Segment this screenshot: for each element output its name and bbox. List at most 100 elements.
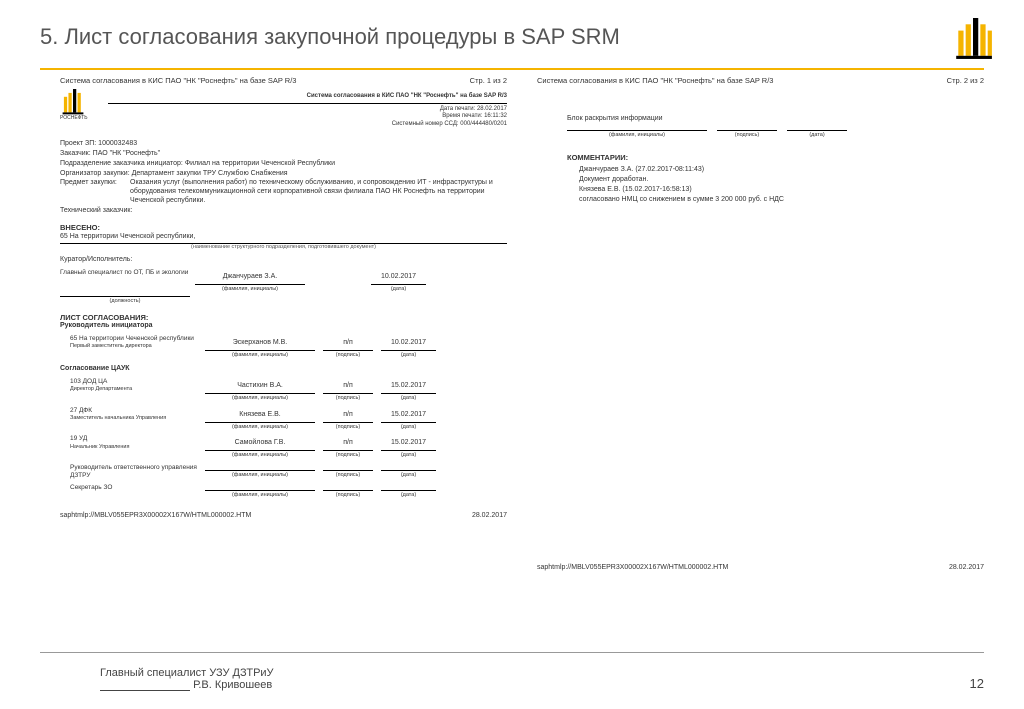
sig-sign-sub: (подпись): [323, 470, 373, 479]
approval-role: Первый заместитель директора: [70, 343, 205, 350]
vneseno-text: 65 На территории Чеченской республики,: [60, 233, 507, 242]
time-print-label: Время печати:: [442, 113, 482, 119]
approval-date: 15.02.2017: [381, 411, 436, 420]
approval-row: 19 УДНачальник УправленияСамойлова Г.В. п…: [70, 435, 507, 460]
sig-name-sub: (фамилия, инициалы): [205, 490, 315, 499]
curator-label: Куратор/Исполнитель:: [60, 256, 507, 265]
sig-sign-sub: (подпись): [323, 393, 373, 402]
sig-date-sub: (дата): [381, 393, 436, 402]
approval-sign: п/п: [323, 339, 373, 348]
footer-date-2: 28.02.2017: [949, 564, 984, 573]
approval-sign: п/п: [323, 382, 373, 391]
approval-name: Частихин В.А.: [205, 382, 315, 391]
footer-path-1: saphtmlp://MBLV055EPR3X00002X167W/HTML00…: [60, 512, 251, 521]
approval-role: Начальник Управления: [70, 444, 205, 451]
doc-header-title: Система согласования в КИС ПАО "НК "Росн…: [108, 93, 507, 101]
approval-row: 27 ДФКЗаместитель начальника УправленияК…: [70, 407, 507, 432]
sig-sign-sub: (подпись): [323, 422, 373, 431]
approval-unit: 27 ДФК: [70, 407, 205, 415]
sig-name-sub: (фамилия, инициалы): [205, 470, 315, 479]
p2-date-label: (дата): [787, 130, 847, 139]
footer-path-2: saphtmlp://MBLV055EPR3X00002X167W/HTML00…: [537, 564, 728, 573]
approval-date: 15.02.2017: [381, 439, 436, 448]
division-value: Филиал на территории Чеченской Республик…: [185, 160, 335, 167]
approval-unit: 19 УД: [70, 435, 205, 443]
sig-position-label: (должность): [60, 296, 190, 305]
initiator-head: Руководитель инициатора: [60, 322, 507, 331]
approval-name: Князева Е.В.: [205, 411, 315, 420]
subject-value: Оказания услуг (выполнения работ) по тех…: [130, 179, 507, 205]
system-line: Система согласования в КИС ПАО "НК "Росн…: [60, 76, 296, 85]
author-role: Главный специалист УЗУ ДЗТРиУ: [100, 667, 274, 679]
approval-row: Секретарь ЗО(фамилия, инициалы) (подпись)…: [70, 484, 507, 500]
author-name: Р.В. Кривошеев: [193, 679, 272, 691]
footer-date-1: 28.02.2017: [472, 512, 507, 521]
sig-name-sub: (фамилия, инициалы): [205, 422, 315, 431]
approval-role: Директор Департамента: [70, 386, 205, 393]
sysnum-label: Системный номер ССД:: [392, 121, 459, 127]
sig-date-sub: (дата): [381, 490, 436, 499]
comment-line: Документ доработан.: [579, 176, 984, 185]
slide-title: 5. Лист согласования закупочной процедур…: [40, 24, 984, 50]
comment-line: согласовано НМЦ со снижением в сумме 3 2…: [579, 196, 984, 205]
approval-unit: 65 На территории Чеченской республики: [70, 335, 205, 343]
approval-row: 103 ДОД ЦАДиректор ДепартаментаЧастихин …: [70, 378, 507, 403]
sig-sign-sub: (подпись): [323, 490, 373, 499]
customer-label: Заказчик:: [60, 150, 91, 157]
rosneft-small-logo-icon: [60, 89, 86, 115]
approval-unit: 103 ДОД ЦА: [70, 378, 205, 386]
comments-head: КОММЕНТАРИИ:: [567, 153, 984, 162]
sysnum-value: 000/444480/0201: [460, 121, 507, 127]
sig-date-sub: (дата): [381, 350, 436, 359]
sig-name-sub: (фамилия, инициалы): [205, 450, 315, 459]
approval-unit: Секретарь ЗО: [70, 484, 205, 492]
system-line-2: Система согласования в КИС ПАО "НК "Росн…: [537, 76, 773, 85]
sig-date-sub: (дата): [381, 422, 436, 431]
sig-name-label: (фамилия, инициалы): [195, 284, 305, 293]
approval-row: Руководитель ответственного управления Д…: [70, 464, 507, 480]
approval-sign: п/п: [323, 411, 373, 420]
approval-sign: п/п: [323, 439, 373, 448]
comment-line: Князева Е.В. (15.02.2017-16:58:13): [579, 186, 984, 195]
vneseno-head: ВНЕСЕНО:: [60, 223, 507, 232]
p2-name-label: (фамилия, инициалы): [567, 130, 707, 139]
subject-label: Предмет закупки:: [60, 179, 130, 205]
divider-bottom: [40, 652, 984, 653]
tsauk-head: Согласование ЦАУК: [60, 365, 507, 374]
vneseno-sub: (наименование структурного подразделения…: [60, 244, 507, 251]
tech-customer-label: Технический заказчик:: [60, 207, 132, 214]
approval-role: Заместитель начальника Управления: [70, 415, 205, 422]
disclosure-block-title: Блок раскрытия информации: [567, 115, 984, 124]
date-print-label: Дата печати:: [440, 106, 475, 112]
sig-sign-sub: (подпись): [323, 450, 373, 459]
approval-date: 15.02.2017: [381, 382, 436, 391]
date-print-value: 28.02.2017: [477, 106, 507, 112]
page-indicator-2: Стр. 2 из 2: [947, 76, 984, 85]
slide-page-number: 12: [970, 676, 984, 691]
curator-name: Джанчураев З.А.: [195, 273, 305, 282]
list-head: ЛИСТ СОГЛАСОВАНИЯ:: [60, 313, 507, 322]
sig-sign-sub: (подпись): [323, 350, 373, 359]
time-print-value: 16:11:32: [484, 113, 507, 119]
sig-name-sub: (фамилия, инициалы): [205, 350, 315, 359]
approval-unit: Руководитель ответственного управления Д…: [70, 464, 205, 480]
curator-role: Главный специалист по ОТ, ПБ и экологии: [60, 269, 195, 277]
comment-line: Джанчураев З.А. (27.02.2017-08:11:43): [579, 166, 984, 175]
customer-value: ПАО "НК "Роснефть": [93, 150, 160, 157]
document-content: Система согласования в КИС ПАО "НК "Росн…: [0, 70, 1024, 573]
organizer-value: Департамент закупки ТРУ Службою Снабжени…: [132, 170, 288, 177]
project-value: 1000032483: [98, 140, 137, 147]
sig-date-label: (дата): [371, 284, 426, 293]
doc-page-2: Система согласования в КИС ПАО "НК "Росн…: [537, 76, 984, 573]
rosneft-logo-icon: [952, 18, 994, 60]
doc-page-1: Система согласования в КИС ПАО "НК "Росн…: [60, 76, 507, 573]
approval-name: Самойлова Г.В.: [205, 439, 315, 448]
p2-sign-label: (подпись): [717, 130, 777, 139]
curator-date: 10.02.2017: [371, 273, 426, 282]
sig-name-sub: (фамилия, инициалы): [205, 393, 315, 402]
division-label: Подразделение заказчика инициатор:: [60, 160, 183, 167]
approval-name: Эскерханов М.В.: [205, 339, 315, 348]
brand-label: РОСНЕФТЬ: [60, 115, 100, 121]
sig-date-sub: (дата): [381, 450, 436, 459]
organizer-label: Организатор закупки:: [60, 170, 130, 177]
